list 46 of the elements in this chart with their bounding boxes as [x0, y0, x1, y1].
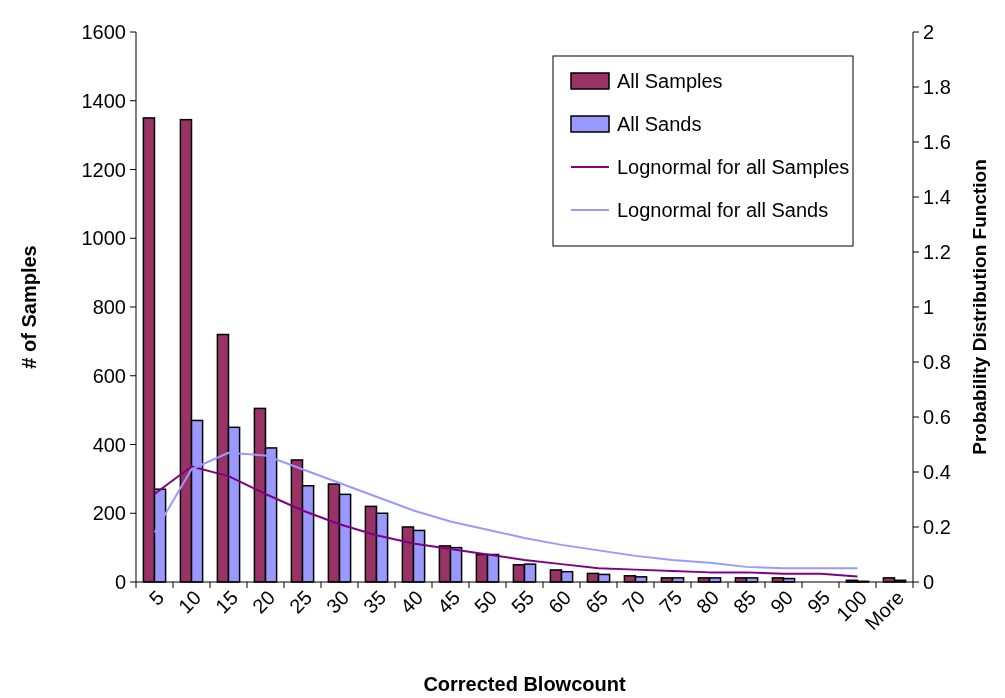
y-tick-label: 1000	[81, 227, 126, 250]
legend-label: Lognormal for all Sands	[617, 199, 829, 221]
x-tick-label: 70	[617, 586, 650, 618]
y2-tick-label: 1.6	[923, 131, 951, 153]
x-tick-label: 95	[802, 586, 835, 618]
y-tick-label: 1600	[81, 21, 126, 43]
y2-tick-label: 0.8	[923, 351, 951, 373]
legend-label: All Sands	[617, 113, 702, 135]
y2-tick-label: 1	[923, 296, 935, 318]
x-tick-label: 60	[543, 586, 576, 618]
y2-tick-label: 0.2	[923, 516, 951, 538]
y2-tick-label: 1.4	[923, 186, 951, 208]
y2-tick-label: 2	[923, 21, 935, 43]
legend-label: Lognormal for all Samples	[617, 156, 850, 178]
x-tick-label: 45	[432, 586, 465, 618]
x-tick-label: 75	[654, 586, 687, 618]
x-tick-label: 15	[210, 586, 243, 618]
y-tick-label: 0	[114, 571, 126, 593]
y-tick-label: 1200	[81, 158, 126, 181]
y2-tick-label: 0.4	[923, 461, 951, 483]
x-tick-label: 80	[691, 586, 724, 618]
y-axis-title: # of Samples	[18, 245, 40, 369]
y2-tick-label: 0.6	[923, 406, 951, 428]
y2-tick-label: 0	[923, 571, 935, 593]
x-tick-label: 65	[580, 586, 613, 618]
y-tick-label: 600	[92, 364, 126, 387]
x-tick-label: 10	[173, 586, 206, 618]
x-tick-label: 40	[395, 586, 428, 618]
x-tick-label: 90	[765, 586, 798, 618]
x-axis-title: Corrected Blowcount	[423, 673, 626, 695]
x-tick-label: 85	[728, 586, 761, 618]
x-tick-label: 50	[469, 586, 502, 618]
y2-tick-label: 1.2	[923, 241, 951, 263]
x-tick-label: 20	[247, 586, 280, 618]
x-tick-label: 55	[506, 586, 539, 618]
y2-axis-title: Probability Distribution Function	[969, 159, 990, 455]
y-tick-label: 400	[92, 433, 126, 456]
y-tick-label: 200	[92, 502, 126, 525]
y-tick-label: 800	[92, 296, 126, 318]
x-tick-label: 30	[321, 586, 354, 618]
x-tick-label: 5	[144, 586, 169, 610]
x-tick-label: 35	[358, 586, 391, 618]
x-tick-label: 25	[284, 586, 317, 618]
y-tick-label: 1400	[81, 89, 126, 112]
legend-label: All Samples	[617, 70, 723, 92]
y2-tick-label: 1.8	[923, 76, 951, 98]
